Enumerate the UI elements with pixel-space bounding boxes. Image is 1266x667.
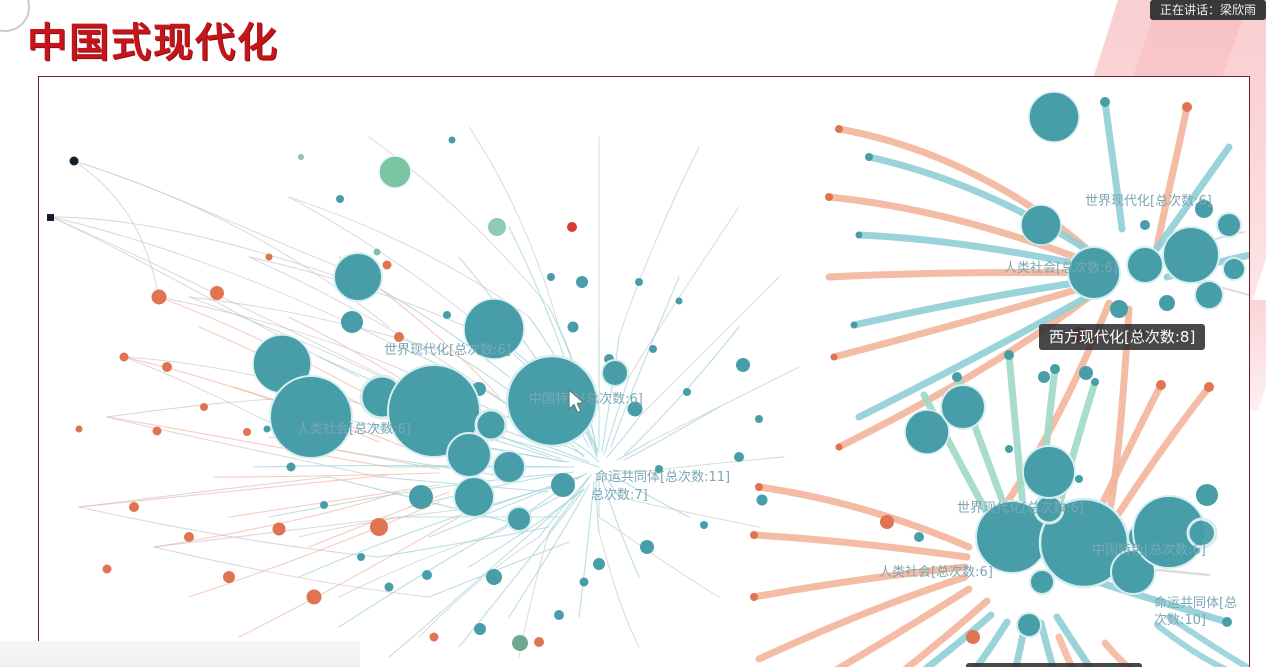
- bottom-edge-strip: [0, 641, 360, 667]
- speaking-indicator-badge: 正在讲话：梁欣雨: [1149, 0, 1266, 20]
- top-right-cluster-edges: [825, 98, 1249, 521]
- tooltip-makesizhuyi: 马克思主义[总次数:12]: [966, 663, 1142, 667]
- bottom-right-cluster-nodes[interactable]: [750, 350, 1232, 667]
- graph-canvas[interactable]: 世界现代化[总次数:6] 中国特色[总次数:6] 人类社会[总次数:6] 命运共…: [39, 77, 1249, 667]
- corner-arc-decoration: [0, 0, 30, 32]
- bottom-edge-streamers: [1055, 614, 1249, 667]
- graph-frame: 世界现代化[总次数:6] 中国特色[总次数:6] 人类社会[总次数:6] 命运共…: [38, 76, 1250, 667]
- network-graph-svg[interactable]: [39, 77, 1249, 667]
- page-title: 中国式现代化: [27, 20, 279, 66]
- main-network-nodes[interactable]: [47, 136, 768, 662]
- tooltip-xifang-xiandaihua: 西方现代化[总次数:8]: [1039, 324, 1206, 350]
